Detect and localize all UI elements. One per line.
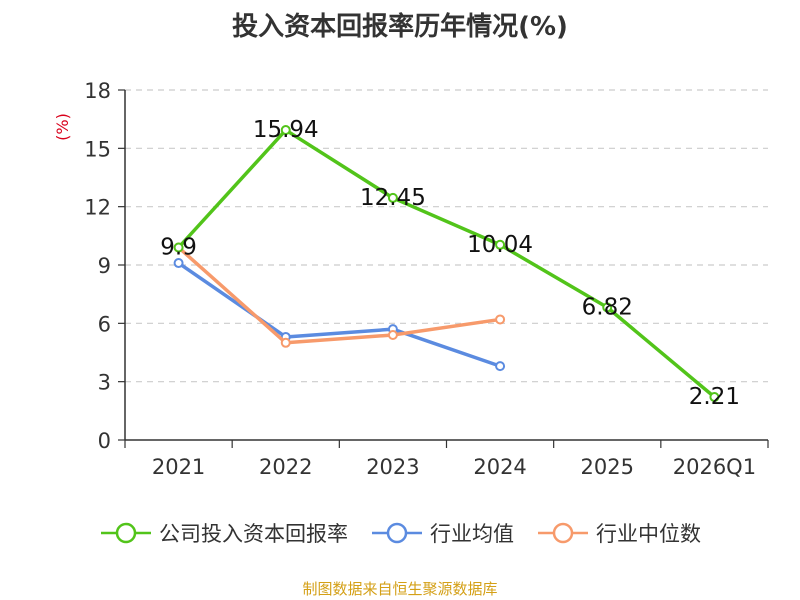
- series-line-0: [177, 128, 716, 399]
- legend-item-industry-median[interactable]: 行业中位数: [536, 518, 701, 548]
- data-label: 9.9: [160, 235, 197, 261]
- x-tick-label: 2026Q1: [673, 455, 756, 479]
- y-tick-label: 0: [98, 429, 111, 453]
- legend-item-company[interactable]: 公司投入资本回报率: [99, 518, 348, 548]
- legend-swatch-industry-median: [538, 522, 588, 544]
- data-point: [709, 392, 720, 403]
- data-label: 10.04: [467, 232, 533, 258]
- chart-title: 投入资本回报率历年情况(%): [232, 12, 568, 42]
- x-tick-label: 2025: [581, 455, 634, 479]
- legend-swatch-marker: [552, 522, 574, 544]
- data-point: [495, 314, 506, 325]
- data-point: [280, 337, 291, 348]
- data-point: [387, 330, 398, 340]
- data-point: [173, 258, 184, 269]
- x-tick-label: 2021: [152, 455, 205, 479]
- data-label: 15.94: [253, 117, 319, 143]
- legend-label-company: 公司投入资本回报率: [159, 522, 348, 546]
- data-label: 6.82: [582, 294, 633, 320]
- data-label: 2.21: [689, 384, 740, 410]
- data-point: [602, 302, 613, 313]
- legend-swatch-marker: [115, 522, 137, 544]
- data-point: [495, 361, 506, 372]
- y-axis-label: (%): [53, 113, 72, 141]
- series-line-1: [177, 261, 501, 368]
- y-tick-label: 15: [84, 137, 111, 161]
- legend-label-industry-mean: 行业均值: [430, 522, 514, 546]
- y-tick-label: 3: [98, 371, 111, 395]
- y-tick-label: 12: [84, 196, 111, 220]
- source-note: 制图数据来自恒生聚源数据库: [302, 580, 498, 598]
- series-line-2: [177, 246, 501, 345]
- legend-label-industry-median: 行业中位数: [596, 522, 701, 546]
- x-tick-label: 2024: [473, 455, 526, 479]
- data-point: [280, 125, 291, 136]
- data-point: [387, 192, 398, 203]
- data-point: [173, 242, 184, 253]
- legend-item-industry-mean[interactable]: 行业均值: [370, 518, 514, 548]
- y-tick-label: 6: [98, 312, 111, 336]
- x-tick-label: 2022: [259, 455, 312, 479]
- data-point: [495, 239, 506, 250]
- legend-swatch-company: [101, 522, 151, 544]
- legend: 公司投入资本回报率 行业均值 行业中位数: [0, 518, 800, 548]
- data-label: 12.45: [360, 185, 426, 211]
- y-tick-label: 9: [98, 254, 111, 278]
- legend-swatch-marker: [386, 522, 408, 544]
- y-tick-label: 18: [84, 79, 111, 103]
- legend-swatch-industry-mean: [372, 522, 422, 544]
- x-tick-label: 2023: [366, 455, 419, 479]
